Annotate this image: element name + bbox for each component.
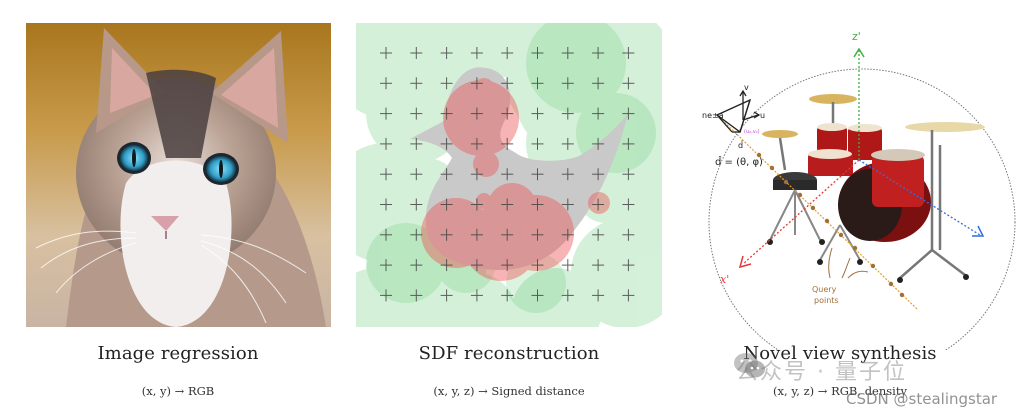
query-label-line2: points [814, 296, 839, 305]
cat-image-icon [26, 23, 331, 327]
u-label: u [760, 111, 765, 120]
panel-title-novel-view-synthesis: Novel view synthesis [743, 343, 937, 364]
panel-formula-sdf-reconstruction: (x, y, z) → Signed distance [433, 384, 585, 398]
cat-photo [26, 23, 331, 327]
wechat-icon [734, 353, 765, 378]
csdn-watermark: CSDN @stealingstar [846, 390, 998, 408]
x-axis-label: x' [720, 273, 729, 286]
panel-formula-image-regression: (x, y) → RGB [141, 384, 215, 398]
nerf-diagram: ne±a v u (u₀,v₀) d̂ d̂ = (θ, φ) z' x' Qu… [700, 20, 1018, 376]
camera-label: ne±a [702, 111, 724, 120]
v-label: v [744, 83, 749, 92]
query-label-line1: Query [812, 285, 837, 294]
sdf-diagram [356, 23, 662, 327]
wechat-watermark: 公众号 · 量子位 [736, 360, 907, 385]
sdf-grid-icon [356, 23, 662, 327]
panel-title-image-regression: Image regression [97, 343, 259, 364]
panel-title-sdf-reconstruction: SDF reconstruction [418, 343, 600, 364]
panel-formula-novel-view-synthesis: (x, y, z) → RGB, density [773, 384, 907, 398]
z-axis-label: z' [852, 30, 861, 43]
drum-kit-scene-icon: ne±a v u (u₀,v₀) d̂ d̂ = (θ, φ) z' x' Qu… [702, 30, 1016, 376]
pixel-label: (u₀,v₀) [744, 129, 760, 135]
direction-label: d̂ [738, 140, 744, 150]
direction-formula: d̂ = (θ, φ) [715, 155, 763, 168]
